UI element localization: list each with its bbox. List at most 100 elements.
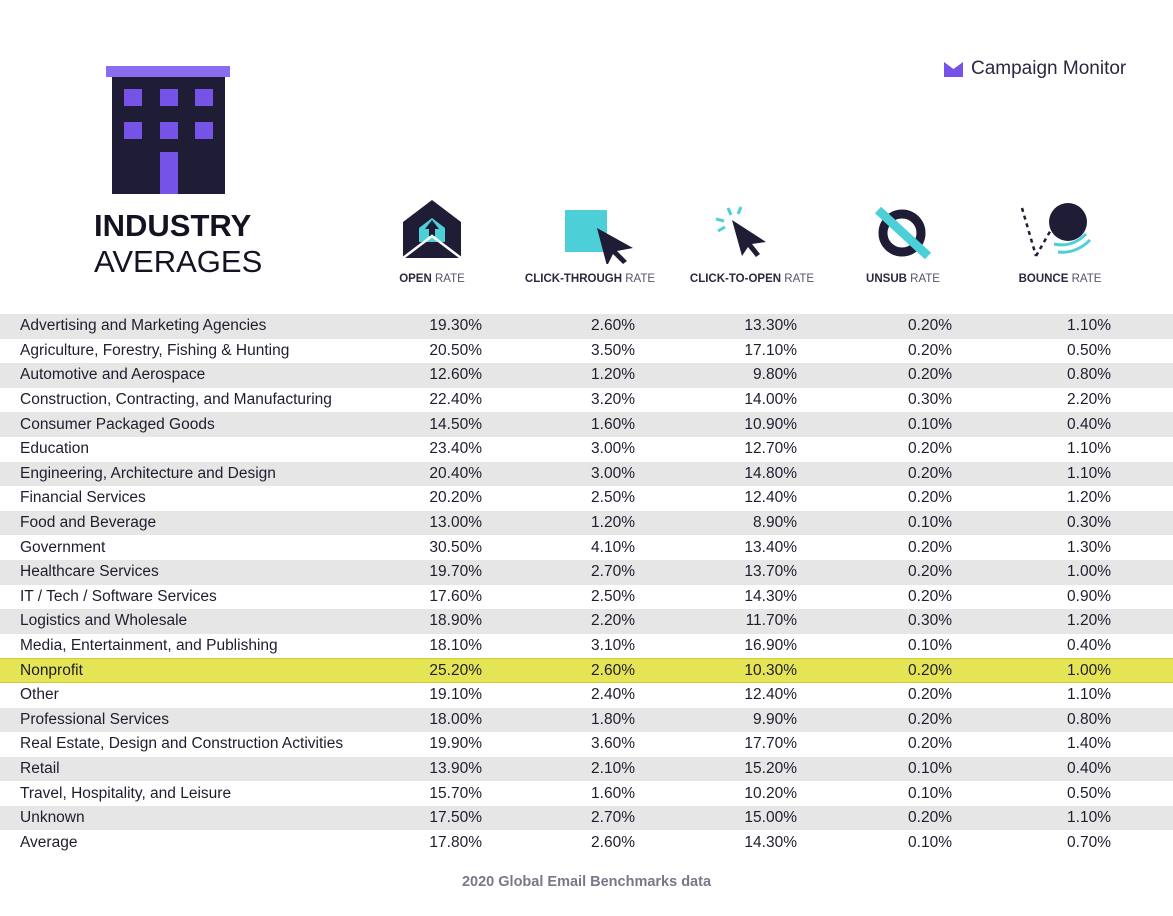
rate-value: 14.30% bbox=[744, 587, 797, 605]
rate-value: 1.10% bbox=[952, 805, 1111, 831]
row-spacer bbox=[1111, 339, 1173, 364]
rate-value: 14.30% bbox=[744, 833, 797, 851]
rate-value: 18.10% bbox=[429, 636, 482, 654]
rate-value: 1.80% bbox=[482, 707, 635, 733]
table-row: Education 23.40% 3.00% 12.70% 0.20% 1.10% bbox=[0, 437, 1173, 462]
rate-value: 1.00% bbox=[952, 559, 1111, 585]
rate-value: 1.60% bbox=[482, 412, 635, 437]
column-header-open-rate: OPEN RATE bbox=[399, 273, 465, 285]
row-spacer bbox=[1111, 830, 1173, 855]
rate-value: 23.40% bbox=[429, 440, 482, 458]
rate-value: 2.40% bbox=[591, 686, 635, 704]
rate-value: 2.20% bbox=[1067, 391, 1111, 409]
rate-value: 18.00% bbox=[400, 707, 482, 733]
title-line-1: INDUSTRY bbox=[94, 208, 252, 243]
rate-value: 1.10% bbox=[952, 314, 1111, 339]
rate-value: 0.20% bbox=[908, 686, 952, 704]
brand-logo: Campaign Monitor bbox=[944, 58, 1126, 80]
table-row: Financial Services 20.20% 2.50% 12.40% 0.20%… bbox=[0, 486, 1173, 511]
rate-value: 3.50% bbox=[591, 341, 635, 359]
rate-value: 17.80% bbox=[429, 833, 482, 851]
rate-value: 10.20% bbox=[744, 784, 797, 802]
table-row: Consumer Packaged Goods 14.50% 1.60% 10.90%… bbox=[0, 412, 1173, 437]
industry-name: Retail bbox=[0, 756, 400, 782]
industry-name: Professional Services bbox=[0, 707, 400, 733]
table-row: Construction, Contracting, and Manufactu… bbox=[0, 388, 1173, 413]
rate-value: 12.40% bbox=[744, 686, 797, 704]
rate-value: 1.60% bbox=[591, 784, 635, 802]
rate-value: 0.20% bbox=[797, 657, 952, 684]
rate-value: 3.20% bbox=[591, 391, 635, 409]
rate-value: 17.10% bbox=[744, 341, 797, 359]
rate-value: 1.00% bbox=[952, 657, 1111, 684]
rate-value: 0.10% bbox=[797, 412, 952, 437]
industry-name: Education bbox=[20, 440, 89, 458]
table-row: Advertising and Marketing Agencies 19.30%… bbox=[0, 314, 1173, 339]
industry-name: Nonprofit bbox=[0, 657, 400, 684]
rate-value: 19.30% bbox=[400, 314, 482, 339]
industry-name: Construction, Contracting, and Manufactu… bbox=[20, 391, 332, 409]
rate-value: 19.70% bbox=[400, 559, 482, 585]
envelope-icon bbox=[402, 200, 462, 259]
rate-value: 15.20% bbox=[635, 756, 797, 782]
row-spacer bbox=[1111, 683, 1173, 708]
industry-name: Other bbox=[20, 686, 59, 704]
rate-value: 0.40% bbox=[1067, 636, 1111, 654]
rate-value: 0.80% bbox=[952, 363, 1111, 388]
industry-name: Logistics and Wholesale bbox=[0, 609, 400, 634]
rate-value: 0.10% bbox=[797, 510, 952, 536]
row-spacer bbox=[1111, 609, 1173, 634]
table-row: Average 17.80% 2.60% 14.30% 0.10% 0.70% bbox=[0, 830, 1173, 855]
rate-value: 0.30% bbox=[797, 609, 952, 634]
rate-value: 0.20% bbox=[908, 735, 952, 753]
table-row: Automotive and Aerospace 12.60% 1.20% 9.80%… bbox=[0, 363, 1173, 388]
rate-value: 11.70% bbox=[635, 609, 797, 634]
industry-name: Consumer Packaged Goods bbox=[0, 412, 400, 437]
rate-value: 2.70% bbox=[482, 805, 635, 831]
rate-value: 2.70% bbox=[482, 559, 635, 585]
row-spacer bbox=[1111, 437, 1173, 462]
rate-value: 0.10% bbox=[908, 833, 952, 851]
rate-value: 9.90% bbox=[635, 707, 797, 733]
industry-name: Real Estate, Design and Construction Act… bbox=[20, 735, 344, 753]
benchmarks-table: Advertising and Marketing Agencies 19.30%… bbox=[0, 314, 1173, 855]
table-row: Nonprofit 25.20% 2.60% 10.30% 0.20% 1.00% bbox=[0, 657, 1173, 684]
table-row: Media, Entertainment, and Publishing 18.1… bbox=[0, 634, 1173, 659]
rate-value: 1.20% bbox=[1067, 489, 1111, 507]
rate-value: 1.20% bbox=[952, 609, 1111, 634]
table-row: IT / Tech / Software Services 17.60% 2.50%… bbox=[0, 585, 1173, 610]
rate-value: 13.30% bbox=[635, 314, 797, 339]
table-row: Logistics and Wholesale 18.90% 2.20% 11.70%… bbox=[0, 609, 1173, 634]
rate-value: 0.20% bbox=[797, 314, 952, 339]
table-row: Healthcare Services 19.70% 2.70% 13.70% 0.20… bbox=[0, 559, 1173, 585]
rate-value: 1.20% bbox=[482, 363, 635, 388]
rate-value: 2.20% bbox=[482, 609, 635, 634]
rate-value: 9.80% bbox=[635, 363, 797, 388]
column-header-click-to-open-rate: CLICK-TO-OPEN RATE bbox=[689, 273, 815, 285]
cursor-sparkle-icon bbox=[715, 206, 766, 257]
rate-value: 0.20% bbox=[908, 440, 952, 458]
bounce-ball-icon bbox=[1020, 203, 1092, 257]
rate-value: 17.70% bbox=[744, 735, 797, 753]
rate-value: 16.90% bbox=[744, 636, 797, 654]
rate-value: 1.20% bbox=[482, 510, 635, 536]
rate-value: 0.50% bbox=[1067, 784, 1111, 802]
row-spacer bbox=[1111, 535, 1173, 560]
rate-value: 2.60% bbox=[482, 657, 635, 684]
rate-value: 0.20% bbox=[797, 805, 952, 831]
rate-value: 0.20% bbox=[908, 341, 952, 359]
rate-value: 22.40% bbox=[429, 391, 482, 409]
row-spacer bbox=[1111, 412, 1173, 437]
rate-value: 20.40% bbox=[400, 461, 482, 487]
industry-name: Average bbox=[20, 833, 78, 851]
row-spacer bbox=[1111, 461, 1173, 487]
rate-value: 12.60% bbox=[400, 363, 482, 388]
rate-value: 10.30% bbox=[635, 657, 797, 684]
rate-value: 12.40% bbox=[744, 489, 797, 507]
rate-value: 0.70% bbox=[1067, 833, 1111, 851]
rate-value: 0.40% bbox=[952, 756, 1111, 782]
table-row: Unknown 17.50% 2.70% 15.00% 0.20% 1.10% bbox=[0, 805, 1173, 831]
table-row: Travel, Hospitality, and Leisure 15.70% 1.… bbox=[0, 781, 1173, 806]
rate-value: 18.90% bbox=[400, 609, 482, 634]
table-row: Food and Beverage 13.00% 1.20% 8.90% 0.10% 0.… bbox=[0, 510, 1173, 536]
